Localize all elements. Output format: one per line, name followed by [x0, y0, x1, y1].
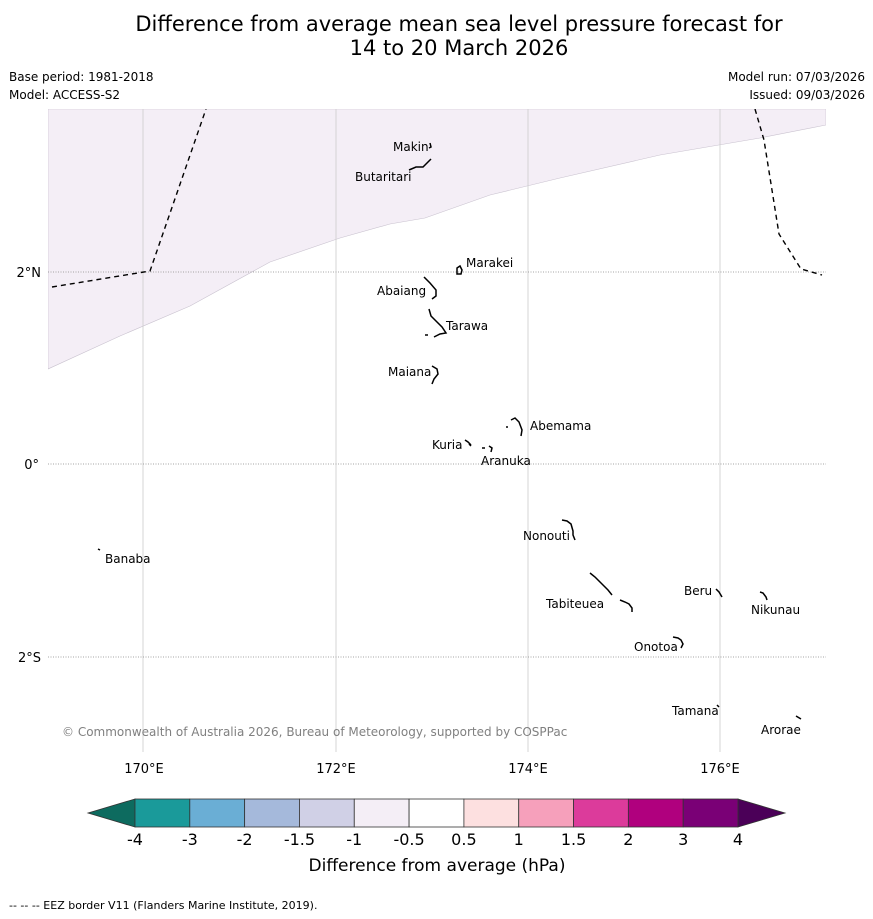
colorbar-segment	[408, 798, 465, 828]
meta-left: Base period: 1981-2018 Model: ACCESS-S2	[9, 68, 154, 104]
colorbar-tick-label: -2	[237, 830, 253, 849]
island-kuria	[464, 439, 472, 447]
title-line-2: 14 to 20 March 2026	[349, 36, 569, 60]
colorbar-segment	[463, 798, 520, 828]
colorbar-tick-label: -0.5	[393, 830, 424, 849]
colorbar-tick-label: -1.5	[284, 830, 315, 849]
colorbar-segment	[134, 798, 191, 828]
island-tarawa	[425, 308, 448, 338]
lat-label-2s: 2°S	[18, 651, 41, 666]
colorbar-tick-label: 2	[623, 830, 633, 849]
colorbar-segment	[353, 798, 410, 828]
label-abaiang: Abaiang	[377, 284, 426, 298]
colorbar-tick-label: 4	[733, 830, 743, 849]
lat-gridlines	[48, 271, 826, 658]
label-maiana: Maiana	[388, 365, 431, 379]
model-run: Model run: 07/03/2026	[727, 70, 865, 84]
meta-right: Model run: 07/03/2026 Issued: 09/03/2026	[728, 68, 865, 104]
colorbar: -4 -3 -2 -1.5 -1 -0.5 0.5 1 1.5 2 3 4	[86, 798, 787, 849]
island-abemama	[506, 417, 523, 437]
lon-label-174e: 174°E	[508, 762, 548, 777]
colorbar-label: Difference from average (hPa)	[309, 856, 566, 876]
label-kuria: Kuria	[432, 438, 463, 452]
label-tabiteuea: Tabiteuea	[545, 597, 604, 611]
label-beru: Beru	[684, 584, 712, 598]
label-tamana: Tamana	[671, 704, 719, 718]
label-tarawa: Tarawa	[445, 319, 488, 333]
colorbar-tick-label: 1.5	[561, 830, 586, 849]
lon-label-176e: 176°E	[700, 762, 740, 777]
lat-label-2n: 2°N	[17, 266, 42, 281]
pressure-anomaly-region	[48, 109, 826, 370]
lon-label-172e: 172°E	[316, 762, 356, 777]
footer-note: -- -- -- EEZ border V11 (Flanders Marine…	[9, 899, 318, 912]
model-name: Model: ACCESS-S2	[9, 88, 121, 102]
island-onotoa	[672, 636, 684, 649]
label-onotoa: Onotoa	[634, 640, 678, 654]
colorbar-over-arrow	[737, 798, 787, 828]
label-arorae: Arorae	[761, 723, 801, 737]
gridlines	[142, 109, 721, 752]
issued-date: Issued: 09/03/2026	[749, 88, 865, 102]
lat-label-0: 0°	[24, 458, 39, 473]
colorbar-tick-label: 1	[514, 830, 524, 849]
islands	[97, 142, 802, 720]
island-nonouti	[561, 519, 576, 541]
island-aranuka	[482, 445, 493, 453]
label-abemama: Abemama	[530, 419, 591, 433]
colorbar-segment	[244, 798, 300, 828]
colorbar-tick-label: -1	[346, 830, 362, 849]
island-tamana	[716, 704, 720, 708]
island-butaritari	[408, 158, 432, 171]
island-nikunau	[759, 591, 768, 601]
title-line-1: Difference from average mean sea level p…	[135, 12, 783, 36]
island-banaba	[97, 548, 101, 551]
lon-label-170e: 170°E	[124, 762, 164, 777]
place-labels: Makin Butaritari Marakei Abaiang Tarawa …	[105, 140, 801, 737]
colorbar-tick-label: -3	[182, 830, 198, 849]
eez-borders	[51, 109, 823, 288]
label-nonouti: Nonouti	[523, 529, 570, 543]
colorbar-tick-label: 3	[678, 830, 688, 849]
island-tabiteuea	[589, 572, 633, 612]
lat-axis-labels: 2°N 0° 2°S	[17, 266, 42, 666]
island-beru	[715, 588, 723, 598]
colorbar-under-arrow	[86, 798, 136, 828]
island-arorae	[795, 715, 802, 720]
island-marakei	[456, 264, 463, 275]
colorbar-segment	[518, 798, 574, 828]
colorbar-segment	[573, 798, 629, 828]
colorbar-segment	[299, 798, 355, 828]
island-maiana	[431, 365, 439, 385]
copyright-notice: © Commonwealth of Australia 2026, Bureau…	[62, 725, 567, 739]
label-nikunau: Nikunau	[751, 603, 800, 617]
label-marakei: Marakei	[466, 256, 513, 270]
colorbar-tick-label: -4	[127, 830, 143, 849]
base-period: Base period: 1981-2018	[9, 70, 154, 84]
label-makin: Makin	[393, 140, 429, 154]
colorbar-segment	[627, 798, 684, 828]
label-aranuka: Aranuka	[481, 454, 531, 468]
island-makin	[428, 142, 432, 149]
chart-title: Difference from average mean sea level p…	[0, 12, 873, 60]
colorbar-segment	[682, 798, 739, 828]
eez-border-west	[51, 109, 207, 288]
label-banaba: Banaba	[105, 552, 151, 566]
eez-border-east	[754, 109, 823, 276]
island-abaiang	[423, 276, 437, 300]
map-area: Makin Butaritari Marakei Abaiang Tarawa …	[48, 109, 826, 752]
label-butaritari: Butaritari	[355, 170, 412, 184]
colorbar-segment	[189, 798, 246, 828]
colorbar-tick-label: 0.5	[451, 830, 476, 849]
lon-axis-labels: 170°E 172°E 174°E 176°E	[124, 762, 740, 777]
